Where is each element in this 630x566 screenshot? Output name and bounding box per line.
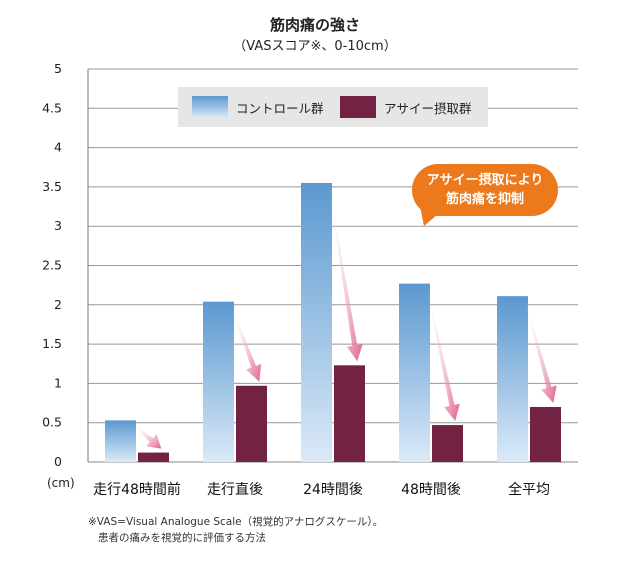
- bar-acai: [432, 425, 463, 462]
- bar-control: [497, 296, 528, 462]
- y-tick-label: 0: [54, 454, 62, 469]
- footnote-1: ※VAS=Visual Analogue Scale（視覚的アナログスケール）。: [88, 516, 384, 528]
- legend-label-control: コントロール群: [236, 100, 324, 116]
- x-tick-label: 48時間後: [401, 482, 461, 498]
- y-tick-label: 3.5: [42, 179, 62, 194]
- y-unit-label: (cm): [47, 476, 75, 490]
- bar-acai: [138, 452, 169, 462]
- y-tick-label: 1.5: [42, 336, 62, 351]
- y-tick-label: 0.5: [42, 415, 62, 430]
- callout-line-1: アサイー摂取により: [426, 173, 544, 188]
- bar-acai: [236, 385, 267, 462]
- decline-arrow: [230, 305, 262, 382]
- legend: コントロール群 アサイー摂取群: [178, 87, 488, 127]
- y-tick-label: 3: [54, 218, 62, 233]
- y-tick-label: 1: [54, 375, 62, 390]
- y-tick-label: 4.5: [42, 100, 62, 115]
- legend-item-control: コントロール群: [192, 96, 324, 118]
- legend-label-acai: アサイー摂取群: [384, 100, 472, 116]
- bar-acai: [530, 406, 561, 462]
- decline-arrow: [426, 287, 460, 422]
- legend-swatch-acai: [340, 96, 376, 118]
- bar-control: [399, 283, 430, 462]
- bar-control: [203, 301, 234, 462]
- y-tick-label: 2.5: [42, 258, 62, 273]
- callout-bubble: アサイー摂取により 筋肉痛を抑制: [412, 164, 558, 216]
- legend-item-acai: アサイー摂取群: [340, 96, 472, 118]
- callout-line-2: 筋肉痛を抑制: [445, 192, 524, 207]
- x-tick-label: 全平均: [508, 481, 550, 498]
- y-tick-label: 4: [54, 140, 62, 155]
- x-tick-label: 24時間後: [303, 482, 363, 498]
- x-tick-label: 走行直後: [207, 481, 263, 498]
- chart-subtitle: （VASスコア※、0-10cm）: [233, 39, 397, 54]
- y-tick-label: 2: [54, 297, 62, 312]
- chart-title: 筋肉痛の強さ: [269, 16, 360, 34]
- decline-arrow: [132, 424, 162, 449]
- x-tick-label: 走行48時間前: [93, 481, 181, 498]
- legend-swatch-control: [192, 96, 228, 118]
- bar-control: [301, 182, 332, 462]
- bar-control: [105, 420, 136, 462]
- decline-arrow: [524, 300, 557, 403]
- footnote-2: 患者の痛みを視覚的に評価する方法: [98, 532, 266, 544]
- y-tick-label: 5: [54, 61, 62, 76]
- bar-acai: [334, 365, 365, 462]
- decline-arrow: [328, 186, 363, 362]
